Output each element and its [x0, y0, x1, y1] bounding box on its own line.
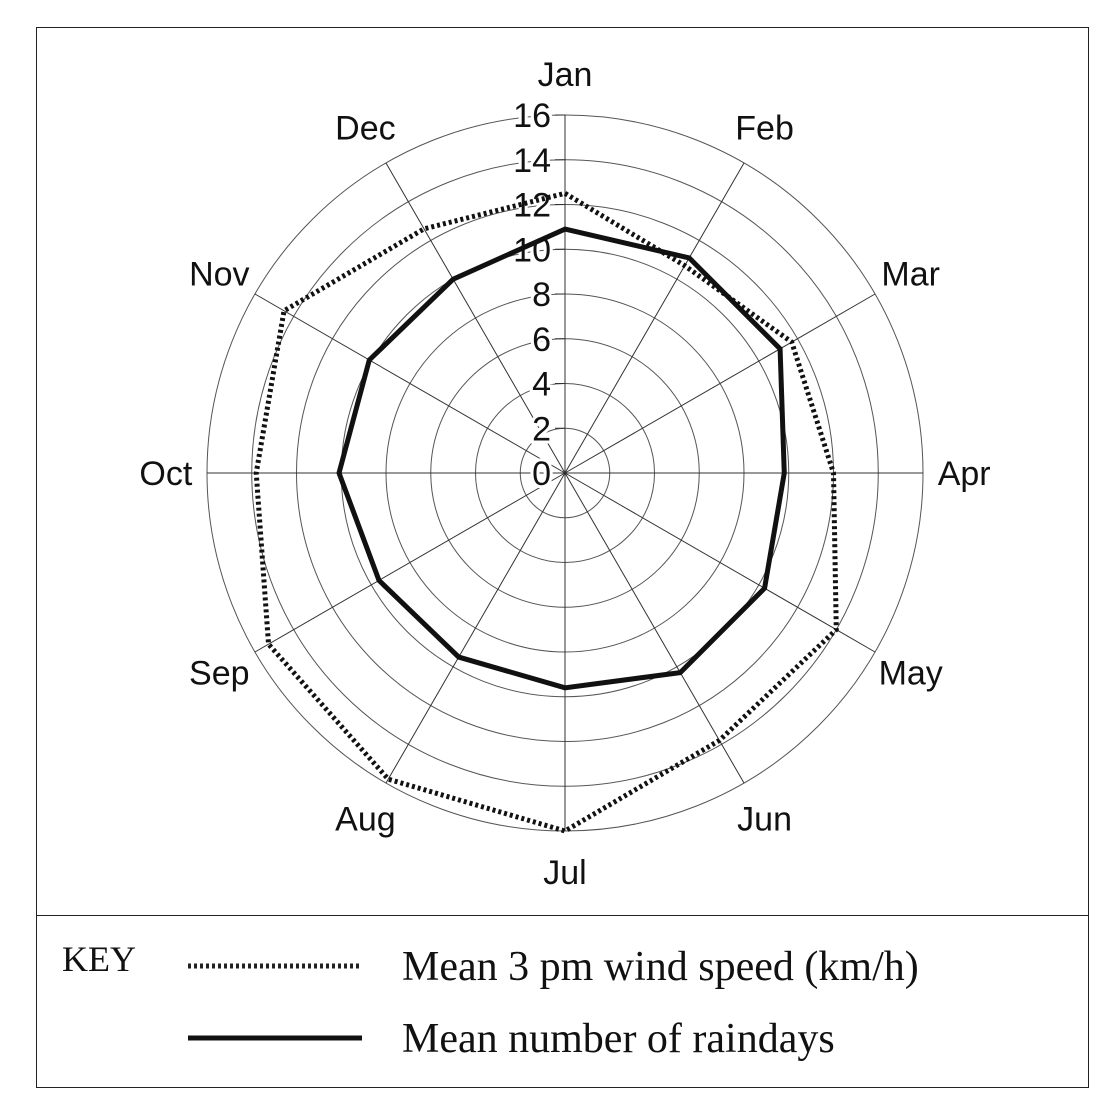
category-label: Jun — [737, 801, 792, 839]
legend-title: KEY — [62, 939, 136, 979]
category-label: Sep — [189, 655, 250, 693]
category-label: Feb — [735, 109, 794, 147]
radial-tick-label: 16 — [513, 97, 551, 135]
spoke — [385, 472, 566, 784]
category-label: Nov — [189, 255, 249, 293]
legend-label-wind: Mean 3 pm wind speed (km/h) — [402, 944, 919, 990]
category-label: Apr — [938, 455, 991, 493]
spoke — [564, 472, 745, 784]
category-label: Aug — [335, 801, 396, 839]
series-line-raindays — [336, 226, 787, 691]
spoke — [564, 293, 876, 474]
category-label: Mar — [881, 255, 940, 293]
category-label: Oct — [139, 455, 192, 493]
category-label: May — [879, 655, 943, 693]
radial-tick-label: 0 — [532, 455, 551, 493]
radial-tick-label: 6 — [532, 321, 551, 359]
spoke — [254, 472, 566, 653]
radial-tick-label: 14 — [513, 142, 551, 180]
category-label: Jul — [543, 854, 586, 892]
category-label: Dec — [335, 109, 395, 147]
legend-label-raindays: Mean number of raindays — [402, 1016, 835, 1062]
radial-tick-label: 4 — [532, 366, 551, 404]
spoke — [564, 472, 876, 653]
legend-divider — [36, 915, 1089, 916]
spoke — [385, 162, 566, 474]
radial-tick-label: 8 — [532, 276, 551, 314]
radial-tick-label: 10 — [513, 231, 551, 269]
spoke — [564, 162, 745, 474]
category-label: Jan — [538, 56, 593, 94]
chart-frame — [36, 27, 1089, 1088]
spoke — [254, 293, 566, 474]
radial-tick-label: 2 — [532, 410, 551, 448]
